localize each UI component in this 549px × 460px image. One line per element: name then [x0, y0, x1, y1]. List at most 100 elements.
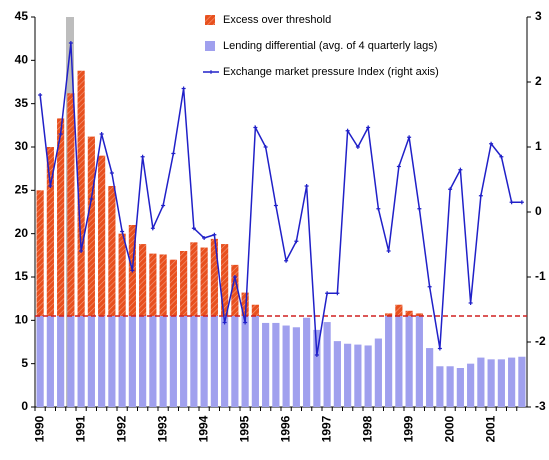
bar — [313, 329, 321, 407]
legend-swatch — [205, 41, 215, 51]
bar — [108, 316, 116, 407]
line-marker — [181, 86, 186, 91]
bar — [200, 247, 208, 316]
bar — [518, 356, 526, 407]
line-marker — [407, 135, 412, 140]
y-tick-label: 35 — [15, 96, 29, 110]
legend: Excess over threshold Lending differentia… — [203, 14, 439, 78]
bar — [415, 316, 423, 407]
line-marker — [202, 236, 207, 240]
line-marker — [519, 200, 524, 205]
bar — [221, 244, 229, 316]
line-marker — [79, 249, 84, 253]
line-marker — [212, 232, 217, 237]
bar — [241, 316, 249, 407]
line — [39, 42, 522, 356]
line-marker — [355, 145, 360, 149]
bar — [118, 233, 126, 316]
y-tick-label: 40 — [15, 53, 29, 67]
bar — [415, 313, 423, 316]
line-marker — [130, 268, 135, 273]
legend-swatch — [205, 15, 215, 25]
bar — [374, 338, 382, 407]
bar — [323, 322, 331, 407]
bar — [77, 316, 85, 407]
bar — [159, 316, 167, 407]
bar — [98, 316, 106, 407]
bar — [46, 316, 54, 407]
bar — [364, 345, 372, 407]
bar — [139, 244, 147, 316]
bar — [221, 316, 229, 407]
y2-tick-label: 0 — [535, 204, 542, 218]
line-marker — [89, 197, 94, 201]
line-marker — [99, 132, 104, 136]
line-marker — [325, 291, 330, 296]
bar — [149, 253, 157, 316]
bar — [456, 368, 464, 407]
line-marker — [366, 125, 371, 130]
line-marker — [376, 206, 381, 211]
x-tick-label: 1995 — [237, 415, 251, 442]
y-tick-label: 5 — [21, 356, 28, 370]
bar — [180, 316, 188, 407]
bar — [487, 359, 495, 407]
legend-swatch — [209, 70, 213, 74]
bar — [118, 316, 126, 407]
bar — [333, 341, 341, 407]
line-marker — [437, 346, 442, 351]
bar — [108, 186, 116, 316]
line-marker — [314, 353, 319, 357]
bar — [262, 322, 270, 407]
bar — [344, 343, 352, 407]
y2-tick-label: 3 — [535, 9, 542, 23]
bar — [477, 357, 485, 407]
line-marker — [58, 132, 63, 136]
bar — [272, 322, 280, 407]
y2-tick-label: 2 — [535, 74, 542, 88]
line-marker — [284, 258, 289, 263]
bar — [354, 344, 362, 407]
legend-label: Lending differential (avg. of 4 quarterl… — [223, 40, 437, 52]
line-marker — [294, 239, 299, 244]
bar — [128, 316, 136, 407]
x-tick-label: 1994 — [196, 415, 210, 442]
x-tick-label: 1991 — [73, 415, 87, 442]
bar — [231, 316, 239, 407]
x-tick-label: 1993 — [155, 415, 169, 442]
line-marker — [448, 187, 453, 192]
bar — [292, 327, 300, 407]
bar — [395, 316, 403, 407]
x-tick-label: 1990 — [32, 415, 46, 442]
bar — [36, 190, 44, 316]
line-marker — [48, 184, 53, 188]
line-marker — [38, 93, 43, 97]
line-marker — [468, 301, 473, 305]
line-marker — [427, 284, 432, 289]
line-marker — [458, 167, 463, 172]
line-marker — [478, 193, 483, 198]
line-marker — [489, 141, 494, 146]
line-marker — [396, 164, 401, 169]
line-marker — [232, 275, 237, 279]
line-marker — [386, 249, 391, 253]
line-marker — [171, 151, 176, 156]
bar — [385, 316, 393, 407]
y2-tick-label: -1 — [535, 269, 546, 283]
line-marker — [68, 41, 73, 45]
bar — [169, 316, 177, 407]
bar — [169, 259, 177, 316]
x-tick-label: 1998 — [360, 415, 374, 442]
y-tick-label: 0 — [21, 399, 28, 413]
line-marker — [253, 125, 258, 130]
legend-label: Exchange market pressure Index (right ax… — [223, 66, 439, 78]
line-marker — [509, 200, 514, 205]
line-marker — [191, 226, 196, 231]
line-marker — [222, 320, 227, 325]
bar — [446, 366, 454, 407]
bar — [149, 316, 157, 407]
bar — [467, 363, 475, 407]
y2-tick-label: -3 — [535, 399, 546, 413]
bar — [395, 304, 403, 316]
bar — [87, 316, 95, 407]
